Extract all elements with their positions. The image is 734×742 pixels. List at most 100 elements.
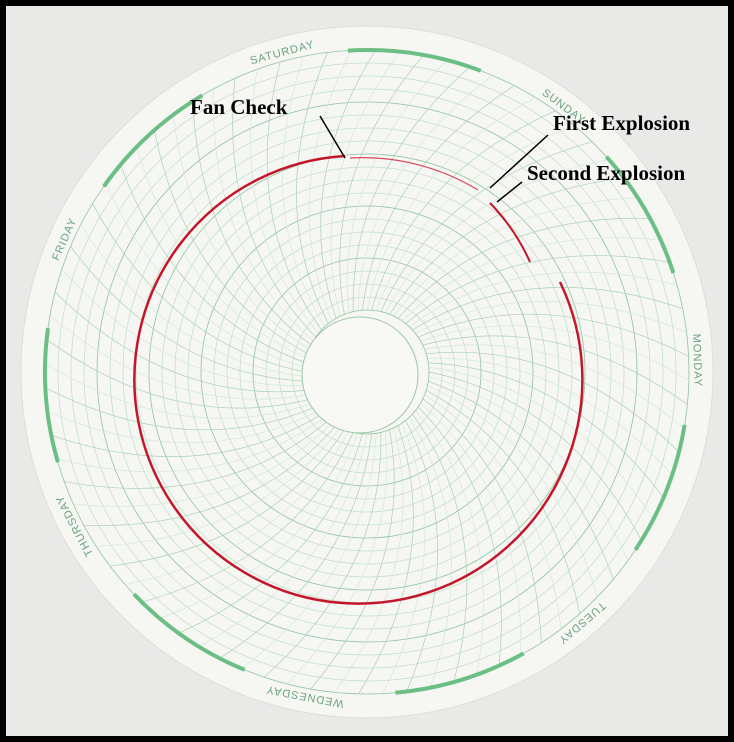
grid-radial <box>334 427 404 693</box>
green-band <box>43 327 60 463</box>
green-band <box>347 48 482 73</box>
grid-circle <box>174 179 560 565</box>
day-label: MONDAY <box>690 334 704 388</box>
grid-radial <box>153 130 308 355</box>
grid-circle <box>226 231 508 513</box>
grid-radial <box>125 431 350 586</box>
grid-radial <box>192 101 312 346</box>
annotation-leader <box>319 115 346 159</box>
grid-radial <box>382 423 426 694</box>
grid-radial <box>415 410 484 675</box>
grid-radial <box>172 114 310 350</box>
grid-radial <box>397 217 651 319</box>
grid-radial <box>405 420 438 692</box>
grid-radial <box>339 54 424 315</box>
grid-radial <box>412 287 683 331</box>
grid-radial <box>56 417 326 473</box>
chart-paper: MONDAYTUESDAYWEDNESDAYTHURSDAYFRIDAYSATU… <box>20 25 714 719</box>
grid-circle <box>122 127 612 617</box>
grid-radial <box>358 425 414 695</box>
green-band <box>395 651 525 695</box>
grid-radial <box>80 224 306 377</box>
annotation-leader <box>496 181 523 203</box>
grid-radial <box>241 433 377 669</box>
grid-circle <box>96 101 638 643</box>
grid-radial <box>401 237 661 322</box>
annotation: Second Explosion <box>527 161 685 185</box>
green-bands <box>43 48 687 695</box>
grid-radial <box>178 433 363 634</box>
annotation-leader <box>489 134 549 189</box>
grid-radial <box>286 431 388 685</box>
grid-radial <box>405 255 670 324</box>
grid-radial <box>393 197 638 317</box>
grid-circle <box>70 75 664 669</box>
grid-radial <box>389 177 625 315</box>
grid-radial <box>92 203 306 373</box>
grid-radial <box>408 271 678 327</box>
grid-radial <box>83 425 337 527</box>
grid-radial <box>415 301 687 334</box>
grid-radial <box>120 164 306 364</box>
green-band <box>633 424 687 551</box>
grid-radial <box>266 61 322 331</box>
grid-circle <box>57 62 677 682</box>
grid-radial <box>412 413 468 683</box>
grid-radial <box>49 315 310 400</box>
grid-radial <box>422 398 542 643</box>
grid-circle <box>161 166 573 578</box>
green-band <box>604 155 676 274</box>
grid-radial <box>159 433 359 619</box>
grid-radial <box>417 406 502 666</box>
grid-radial <box>346 59 448 313</box>
grid-radial <box>96 427 341 547</box>
grid-radial <box>330 51 400 317</box>
grid-circle <box>265 270 469 474</box>
grid-radial <box>141 432 354 603</box>
grid-circle <box>148 153 586 591</box>
grid-radial <box>45 387 316 431</box>
green-band <box>102 93 204 188</box>
grid-radial <box>422 335 688 405</box>
grid-circle <box>187 192 547 552</box>
grid-radial <box>70 246 306 382</box>
grid-radial <box>424 394 562 630</box>
grid-radial <box>426 351 680 453</box>
grid-radial <box>428 362 664 498</box>
grid-radial <box>250 69 319 334</box>
grid-radial <box>427 357 673 476</box>
grid-radial <box>384 158 609 313</box>
grid-radial <box>51 413 322 457</box>
grid-radial <box>371 110 556 311</box>
grid-radial <box>64 420 329 489</box>
grid-radial <box>362 85 515 311</box>
grid-radial <box>352 66 471 312</box>
grid-circle <box>291 296 443 448</box>
pen-trace <box>349 157 479 191</box>
grid-radial <box>380 141 593 312</box>
green-band <box>132 592 246 672</box>
grid-radial <box>105 183 306 368</box>
grid-radial <box>428 371 642 541</box>
grid-radial <box>54 291 308 393</box>
grid-circle <box>252 257 482 487</box>
grid-radial <box>427 385 598 598</box>
grid-radial <box>428 376 629 561</box>
grid-radial <box>232 78 317 338</box>
grid-radial <box>310 429 395 690</box>
grid-radial <box>136 146 307 359</box>
pen-trace <box>489 202 531 263</box>
annotation: First Explosion <box>553 111 690 135</box>
grid-radial <box>426 389 581 614</box>
grid-radial <box>375 125 575 311</box>
grid-radial <box>428 380 614 580</box>
pen-trace <box>133 154 584 605</box>
grid-radial <box>357 75 493 311</box>
grid-radial <box>366 97 536 311</box>
grid-circle <box>200 205 534 539</box>
grid-radial <box>320 49 376 319</box>
center-hub <box>301 316 419 434</box>
grid-radial <box>428 367 654 520</box>
grid-radial <box>109 429 345 567</box>
